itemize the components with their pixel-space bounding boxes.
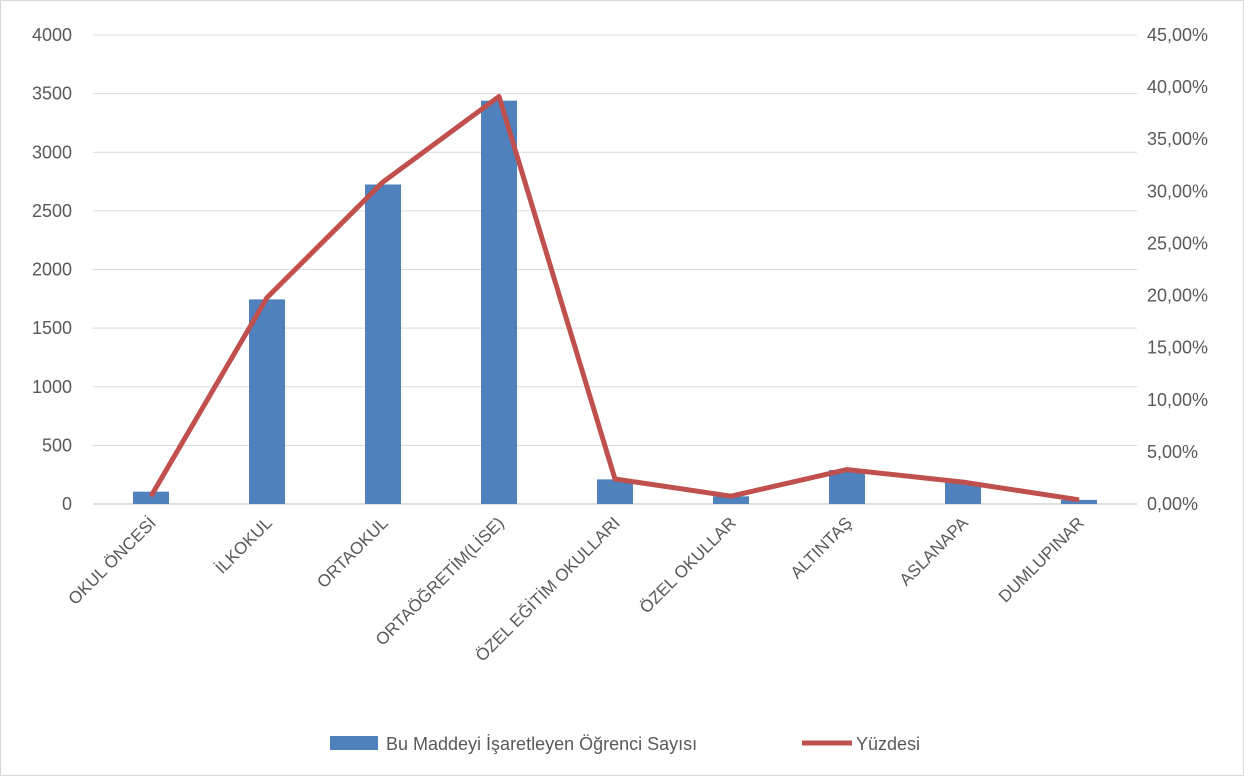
line-point [382, 181, 384, 183]
line-point [266, 297, 268, 299]
line-point [150, 495, 152, 497]
bar [249, 299, 285, 504]
category-label: OKUL ÖNCESİ [65, 513, 160, 608]
legend: Bu Maddeyi İşaretleyen Öğrenci Sayısı Yü… [330, 734, 920, 754]
right-tick-label: 25,00% [1147, 233, 1208, 253]
bar-series [133, 100, 1097, 504]
right-tick-label: 20,00% [1147, 286, 1208, 306]
left-tick-label: 4000 [32, 25, 72, 45]
category-label: ORTAÖĞRETİM(LİSE) [372, 513, 508, 649]
left-axis: 0 500 1000 1500 2000 2500 3000 3500 4000 [32, 25, 72, 514]
right-tick-label: 35,00% [1147, 129, 1208, 149]
bar [1061, 499, 1097, 504]
category-axis: OKUL ÖNCESİ İLKOKUL ORTAOKULORTAÖĞRETİM(Lİ… [65, 513, 1088, 665]
legend-swatch-bar [330, 736, 378, 750]
category-label: ORTAOKUL [313, 513, 391, 591]
right-tick-label: 10,00% [1147, 390, 1208, 410]
left-tick-label: 3500 [32, 84, 72, 104]
legend-label-line: Yüzdesi [856, 734, 920, 754]
bar [481, 100, 517, 504]
line-point [1078, 499, 1080, 501]
line-point [498, 95, 500, 97]
right-tick-label: 30,00% [1147, 181, 1208, 201]
left-tick-label: 1500 [32, 318, 72, 338]
line-point [962, 481, 964, 483]
bar [133, 491, 169, 504]
bar [365, 184, 401, 504]
category-label: ÖZEL OKULLAR [636, 513, 740, 617]
left-tick-label: 500 [42, 435, 72, 455]
right-axis: 0,00% 5,00% 10,00% 15,00% 20,00% 25,00% 30,00%… [1147, 25, 1208, 514]
right-tick-label: 0,00% [1147, 494, 1198, 514]
category-label: İLKOKUL [212, 513, 276, 577]
line-path [148, 93, 1080, 503]
bar [597, 479, 633, 504]
category-label: ALTINTAŞ [787, 513, 856, 582]
right-tick-label: 40,00% [1147, 77, 1208, 97]
legend-label-bar: Bu Maddeyi İşaretleyen Öğrenci Sayısı [386, 734, 697, 754]
bar [713, 496, 749, 504]
left-tick-label: 2000 [32, 260, 72, 280]
right-tick-label: 45,00% [1147, 25, 1208, 45]
line-point [846, 469, 848, 471]
category-label: DUMLUPINAR [995, 513, 1088, 606]
left-tick-label: 3000 [32, 142, 72, 162]
line-series [148, 93, 1080, 503]
bar [945, 482, 981, 504]
right-tick-label: 5,00% [1147, 442, 1198, 462]
right-tick-label: 15,00% [1147, 338, 1208, 358]
left-tick-label: 0 [62, 494, 72, 514]
left-tick-label: 2500 [32, 201, 72, 221]
category-label: ASLANAPA [896, 513, 972, 589]
line-point [614, 478, 616, 480]
left-tick-label: 1000 [32, 377, 72, 397]
bar [829, 469, 865, 504]
line-point [730, 495, 732, 497]
